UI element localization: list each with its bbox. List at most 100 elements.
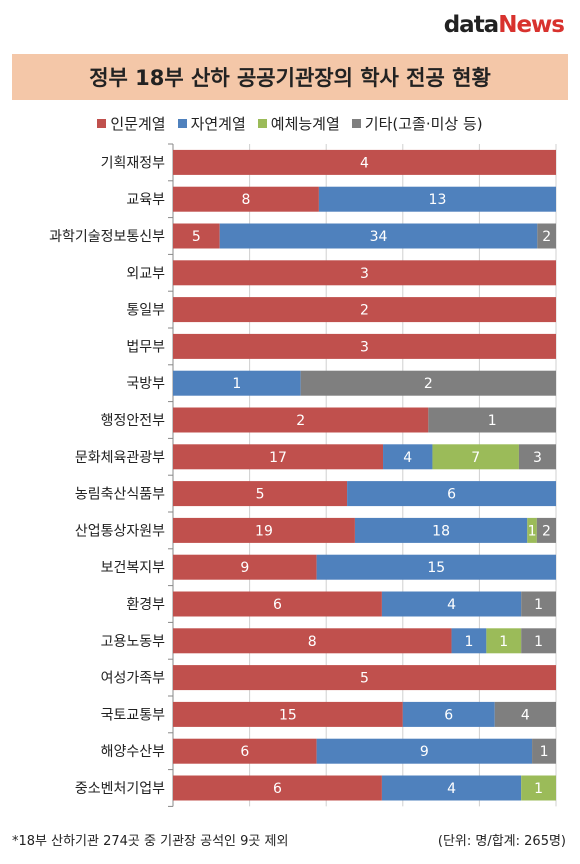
bar-segment	[428, 407, 556, 433]
category-label: 산업통상자원부	[75, 523, 165, 539]
data-label: 6	[273, 597, 282, 613]
category-label: 법무부	[126, 339, 165, 355]
bar-segment	[486, 628, 522, 654]
bar-segment	[173, 517, 355, 543]
bar-segment	[173, 186, 319, 212]
bar-segment	[173, 591, 382, 617]
data-label: 9	[420, 744, 429, 760]
category-label: 보건복지부	[101, 560, 166, 576]
data-label: 17	[269, 450, 287, 466]
chart-legend: 인문계열 자연계열 예체능계열 기타(고졸·미상 등)	[0, 112, 580, 134]
data-label: 5	[256, 487, 265, 503]
unit-note: (단위: 명/합계: 265명)	[437, 834, 566, 849]
category-label: 농림축산식품부	[75, 487, 165, 503]
data-label: 6	[273, 781, 282, 797]
bar-segment	[381, 591, 522, 617]
bar-segment	[173, 444, 384, 470]
data-label: 3	[360, 339, 369, 355]
data-label: 19	[255, 523, 273, 539]
data-label: 1	[232, 376, 241, 392]
data-label: 6	[240, 744, 249, 760]
bar-segment	[383, 444, 433, 470]
bar-segment	[300, 370, 556, 396]
bar-segment	[521, 591, 556, 617]
footnote: *18부 산하기관 274곳 중 기관장 공석인 9곳 제외	[12, 834, 289, 849]
bar-segment	[173, 260, 556, 286]
data-label: 18	[432, 523, 450, 539]
legend-label-other: 기타(고졸·미상 등)	[364, 114, 483, 133]
legend-swatch-humanities	[97, 118, 107, 128]
data-label: 1	[540, 744, 549, 760]
category-label: 교육부	[126, 192, 165, 208]
data-label: 13	[429, 192, 447, 208]
bar-segment	[432, 444, 519, 470]
category-label: 국방부	[126, 376, 165, 392]
legend-swatch-natural	[177, 118, 187, 128]
bar-segment	[381, 775, 522, 801]
data-label: 4	[447, 781, 456, 797]
data-label: 3	[533, 450, 542, 466]
bar-segment	[518, 444, 556, 470]
data-label: 5	[192, 229, 201, 245]
category-label: 기획재정부	[101, 155, 166, 171]
bar-segment	[494, 701, 556, 727]
bar-segment	[173, 628, 452, 654]
bar-segment	[173, 407, 429, 433]
bar-segment	[173, 738, 317, 764]
data-label: 7	[471, 450, 480, 466]
bar-segment	[316, 554, 556, 580]
bar-segment	[347, 481, 556, 507]
category-label: 통일부	[126, 303, 165, 319]
logo-part-data: data	[443, 12, 499, 38]
bar-segment	[173, 370, 301, 396]
bar-segment	[173, 701, 403, 727]
data-label: 1	[499, 634, 508, 650]
legend-item-natural: 자연계열	[177, 113, 246, 134]
category-label: 외교부	[126, 266, 165, 282]
bar-segment	[354, 517, 528, 543]
chart-title-bar: 정부 18부 산하 공공기관장의 학사 전공 현황	[12, 54, 568, 100]
data-label: 2	[542, 229, 551, 245]
category-label: 행정안전부	[101, 413, 166, 429]
category-label: 고용노동부	[101, 634, 166, 650]
bar-segment	[173, 665, 556, 691]
bar-segment	[173, 297, 556, 323]
category-label: 중소벤처기업부	[75, 781, 165, 797]
bar-segment	[173, 223, 220, 249]
data-label: 8	[241, 192, 250, 208]
bar-segment	[521, 775, 556, 801]
data-label: 1	[534, 597, 543, 613]
data-label: 1	[488, 413, 497, 429]
legend-item-other: 기타(고졸·미상 등)	[351, 113, 483, 134]
legend-swatch-other	[351, 118, 361, 128]
data-label: 2	[542, 523, 551, 539]
legend-label-arts: 예체능계열	[270, 114, 340, 133]
legend-label-humanities: 인문계열	[110, 114, 166, 133]
category-label: 여성가족부	[101, 671, 166, 687]
legend-item-humanities: 인문계열	[97, 113, 166, 134]
data-label: 5	[360, 671, 369, 687]
data-label: 1	[534, 781, 543, 797]
bar-segment	[219, 223, 538, 249]
bar-segment	[521, 628, 556, 654]
bar-segment	[318, 186, 556, 212]
category-label: 문화체육관광부	[75, 450, 165, 466]
data-label: 4	[521, 707, 530, 723]
bar-segment	[173, 554, 317, 580]
data-label: 6	[444, 707, 453, 723]
stacked-bar-chart: 기획재정부 4 교육부 8 13 과학기술정보통신부 5 34 2 외교부 3 통일부 2 법무부 3 국방부…	[49, 143, 557, 807]
legend-item-arts: 예체능계열	[257, 113, 340, 134]
category-label: 환경부	[126, 597, 165, 613]
data-label: 2	[360, 303, 369, 319]
bar-segment	[173, 333, 556, 359]
data-label: 9	[240, 560, 249, 576]
bar-segment	[402, 701, 495, 727]
category-label: 과학기술정보통신부	[49, 229, 165, 245]
bar-segment	[532, 738, 556, 764]
bar-segment	[537, 223, 556, 249]
bar-segment	[527, 517, 537, 543]
data-label: 1	[464, 634, 473, 650]
bar-segment	[173, 481, 348, 507]
data-label: 34	[370, 229, 388, 245]
data-label: 1	[528, 523, 537, 539]
